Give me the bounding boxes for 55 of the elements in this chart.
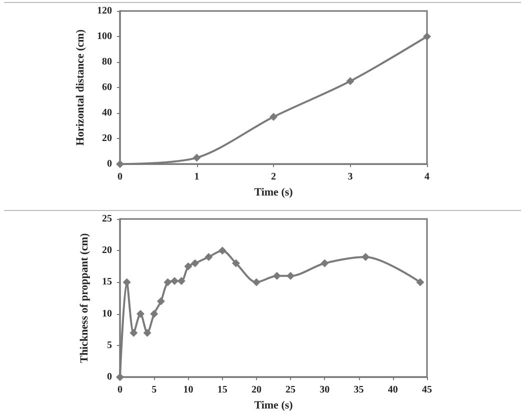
x-tick-label: 3 — [348, 172, 353, 183]
point — [164, 278, 172, 286]
x-tick-label: 5 — [152, 384, 157, 396]
point — [232, 259, 240, 268]
point — [272, 272, 281, 280]
x-tick-label: 2 — [271, 172, 276, 183]
y-tick-label: 80 — [102, 56, 112, 68]
y-tick-label: 10 — [102, 308, 112, 320]
point — [191, 259, 200, 268]
point — [143, 328, 152, 337]
y-axis-title: Thickness of proppant (cm) — [78, 232, 90, 363]
point — [204, 252, 213, 261]
x-tick-label: 40 — [388, 384, 398, 396]
point — [150, 310, 158, 318]
y-axis-title: Horizontal distance (cm) — [74, 29, 87, 146]
x-tick-label: 0 — [118, 172, 122, 183]
y-tick-label: 0 — [107, 372, 112, 383]
y-tick-label: 20 — [102, 133, 112, 144]
y-tick-label: 25 — [102, 214, 112, 224]
point — [286, 272, 295, 280]
point — [346, 77, 354, 86]
point — [362, 252, 370, 261]
x-tick-label: 0 — [118, 384, 122, 396]
point — [423, 32, 431, 41]
y-tick-label: 5 — [107, 340, 112, 351]
y-tick-label: 100 — [97, 31, 112, 42]
point — [136, 310, 144, 318]
point — [116, 160, 124, 168]
y-tick-label: 0 — [107, 158, 112, 170]
x-axis-title: Time (s) — [254, 186, 294, 198]
y-tick-label: 60 — [102, 82, 112, 94]
point — [270, 112, 278, 121]
point — [192, 154, 201, 162]
point — [416, 278, 424, 286]
point — [184, 262, 192, 270]
point — [218, 246, 226, 255]
x-tick-label: 1 — [194, 172, 200, 183]
x-tick-label: 10 — [183, 384, 194, 396]
y-tick-label: 40 — [102, 108, 112, 119]
x-tick-label: 20 — [251, 384, 262, 396]
x-tick-label: 25 — [286, 384, 296, 396]
x-tick-label: 45 — [422, 384, 432, 396]
y-tick-label: 20 — [102, 245, 112, 256]
x-axis-title: Time (s) — [254, 400, 294, 412]
x-tick-label: 30 — [320, 384, 330, 396]
point — [252, 278, 260, 286]
x-tick-label: 15 — [217, 384, 228, 396]
y-tick-label: 15 — [102, 276, 112, 288]
point — [320, 259, 329, 268]
point — [156, 297, 165, 306]
point — [130, 328, 138, 337]
x-tick-label: 35 — [354, 384, 364, 396]
point — [116, 373, 124, 382]
x-tick-label: 4 — [424, 172, 430, 183]
y-tick-label: 120 — [97, 6, 112, 16]
